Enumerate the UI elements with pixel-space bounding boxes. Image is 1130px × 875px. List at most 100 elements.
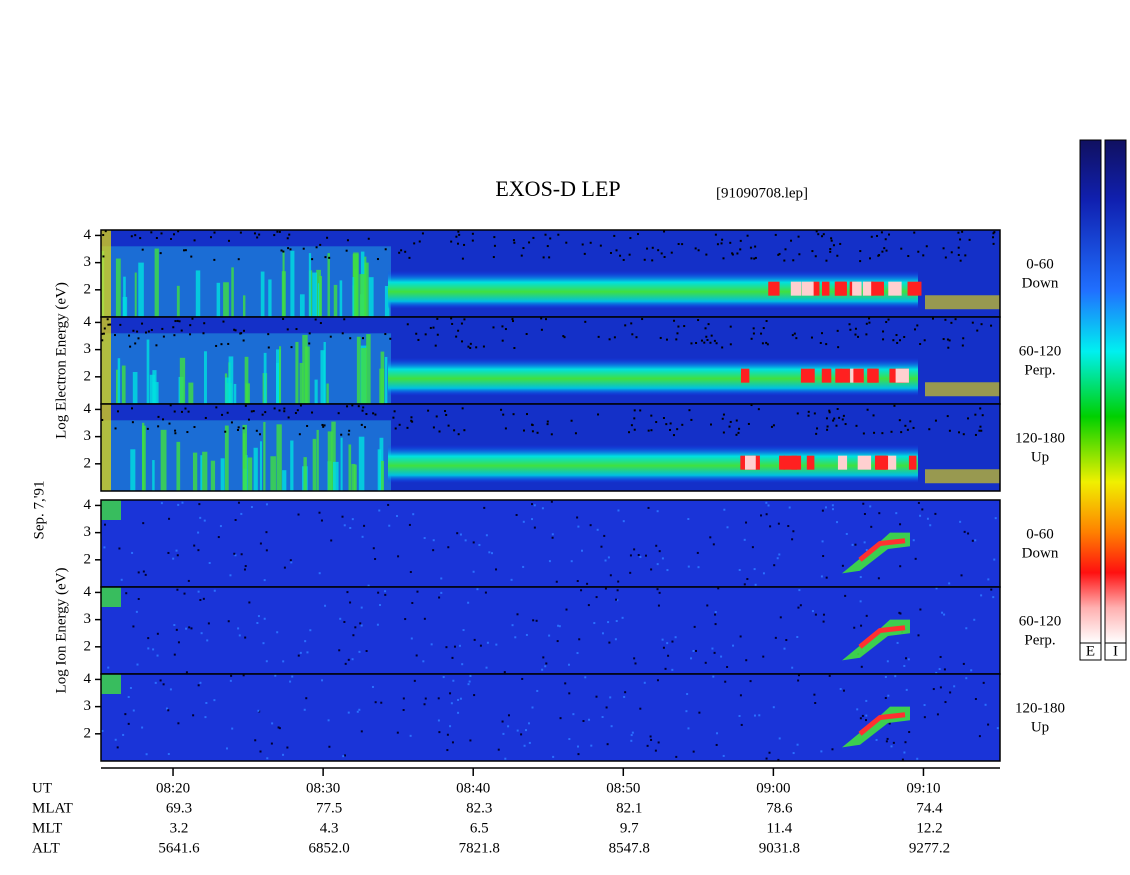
spectrum-noise: [886, 737, 889, 740]
spectrum-noise: [457, 329, 460, 332]
spectrum-noise: [513, 347, 516, 350]
spectrum-noise: [204, 716, 207, 719]
spectrum-noise: [208, 561, 211, 564]
spectrum-noise: [753, 257, 756, 260]
spectrum-noise: [982, 681, 985, 684]
spectrum-noise: [374, 413, 377, 416]
spectrum-noise: [516, 729, 519, 732]
spectrum-noise: [676, 332, 679, 335]
spectrum-noise: [895, 334, 898, 337]
spectrum-noise: [174, 429, 177, 432]
spectrum-noise: [926, 517, 929, 520]
spectrum-noise: [826, 428, 829, 431]
spectrum-noise: [743, 538, 746, 541]
spectrum-noise: [563, 336, 566, 339]
spectrum-noise: [294, 412, 297, 415]
spectrum-noise: [628, 431, 631, 434]
spectrum-noise: [215, 344, 218, 347]
spectrum-noise: [658, 591, 661, 594]
spectrum-hot: [801, 281, 814, 296]
spectrum-hot: [740, 368, 750, 383]
spectrum-noise: [655, 421, 658, 424]
spectrum-noise: [740, 723, 743, 726]
spectrum-noise: [836, 407, 839, 410]
spectrum-noise: [613, 234, 616, 237]
spectrum-noise: [243, 568, 246, 571]
spectrum-streak: [305, 346, 310, 404]
spectrum-noise: [440, 577, 443, 580]
spectrum-noise: [671, 640, 674, 643]
spectrum-noise: [475, 346, 478, 349]
ephemeris-value: 77.5: [316, 800, 342, 816]
spectrum-noise: [833, 417, 836, 420]
spectrum-noise: [901, 758, 904, 761]
spectrum-noise: [821, 540, 824, 543]
spectrum-noise: [349, 526, 352, 529]
spectrum-noise: [242, 427, 245, 430]
spectrum-noise: [276, 230, 279, 233]
spectrum-noise: [828, 674, 831, 677]
panel-label: 120-180: [1015, 430, 1065, 446]
spectrum-streak: [327, 431, 333, 491]
spectrum-noise: [962, 337, 965, 340]
spectrum-noise: [528, 741, 531, 744]
spectrum-noise: [283, 407, 286, 410]
spectrum-streak: [195, 270, 201, 317]
spectrum-noise: [177, 503, 180, 506]
x-tick-label: 08:40: [456, 780, 490, 796]
spectrum-noise: [959, 238, 962, 241]
panel-label: Up: [1031, 719, 1049, 735]
spectrum-streak: [312, 438, 317, 491]
spectrum-noise: [656, 679, 659, 682]
spectrum-noise: [167, 551, 170, 554]
spectrum-noise: [712, 675, 715, 678]
spectrum-noise: [606, 743, 609, 746]
spectrum-noise: [322, 425, 325, 428]
spectrum-noise: [796, 743, 799, 746]
spectrum-noise: [709, 423, 712, 426]
spectrum-noise: [311, 258, 314, 261]
spectrum-noise: [237, 426, 240, 429]
spectrum-noise: [917, 250, 920, 253]
spectrum-noise: [202, 597, 205, 600]
spectrum-noise: [778, 553, 781, 556]
spectrum-streak: [134, 272, 137, 317]
spectrum-noise: [287, 247, 290, 250]
spectrum-noise: [101, 339, 104, 342]
spectrum-streak: [225, 377, 231, 404]
spectrum-noise: [885, 321, 888, 324]
spectrum-noise: [141, 726, 144, 729]
spectrum-noise: [500, 408, 503, 411]
spectrum-noise: [152, 648, 155, 651]
spectrum-noise: [687, 565, 690, 568]
spectrum-noise: [778, 252, 781, 255]
spectrum-noise: [888, 233, 891, 236]
spectrum-noise: [459, 533, 462, 536]
ephemeris-value: 5641.6: [158, 840, 200, 856]
spectrum-noise: [720, 242, 723, 245]
spectrum-noise: [345, 249, 348, 252]
spectrum-noise: [423, 703, 426, 706]
spectrum-noise: [572, 713, 575, 716]
spectrum-noise: [868, 317, 871, 320]
spectrum-noise: [282, 660, 285, 663]
ephemeris-value: 9.7: [620, 820, 639, 836]
spectrum-noise: [898, 611, 901, 614]
spectrum-noise: [663, 230, 666, 233]
spectrum-noise: [408, 523, 411, 526]
spectrum-noise: [853, 626, 856, 629]
spectrum-streak: [314, 379, 318, 404]
spectrum-noise: [942, 338, 945, 341]
spectrum-noise: [947, 346, 950, 349]
spectrum-noise: [522, 520, 525, 523]
spectrum-noise: [882, 338, 885, 341]
spectrum-noise: [765, 757, 768, 760]
spectrum-noise: [104, 230, 107, 233]
spectrum-noise: [633, 657, 636, 660]
spectrum-noise: [713, 339, 716, 342]
spectrum-noise: [722, 431, 725, 434]
spectrum-noise: [416, 590, 419, 593]
spectrum-noise: [406, 323, 409, 326]
spectrum-noise: [948, 339, 951, 342]
spectrum-noise: [109, 323, 112, 326]
